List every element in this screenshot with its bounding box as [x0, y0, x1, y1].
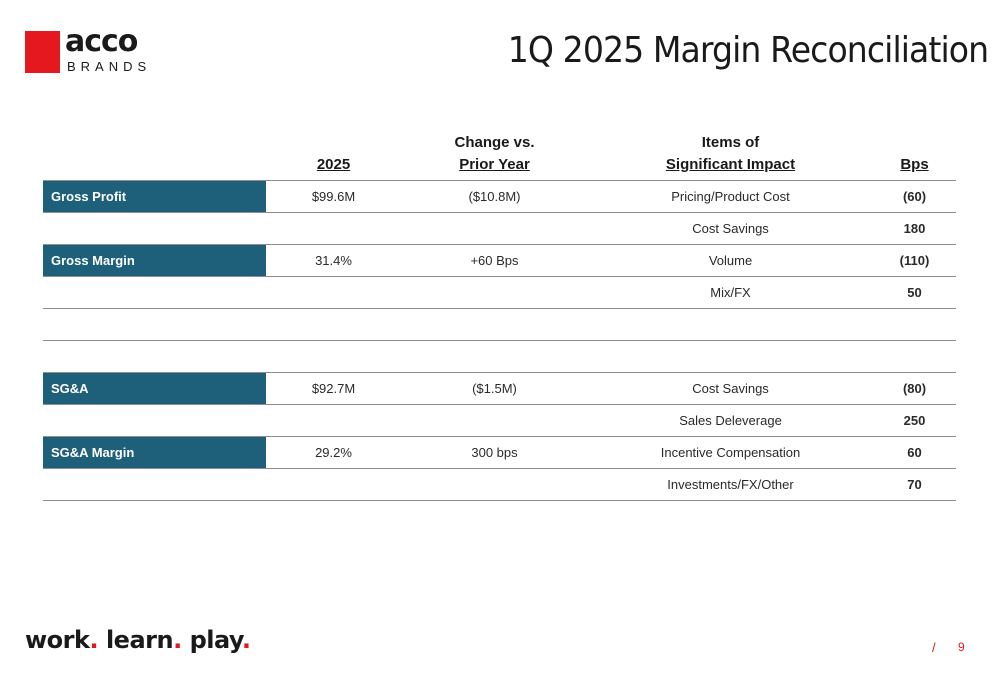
row-label	[43, 212, 266, 245]
cell-value	[266, 340, 401, 373]
cell-value: $99.6M	[266, 180, 401, 213]
header-change-vs-prior-year: Change vs. Prior Year	[454, 134, 535, 173]
tagline-dot: .	[173, 626, 182, 654]
row-label-sga: SG&A	[43, 372, 266, 405]
footer-tagline: work. learn. play.	[25, 626, 251, 654]
row-label	[43, 276, 266, 309]
tagline-word: play	[189, 626, 243, 654]
cell-bps: (80)	[873, 372, 956, 405]
row-label-gross-profit: Gross Profit	[43, 180, 266, 213]
cell-change: +60 Bps	[401, 244, 588, 277]
cell-item	[588, 340, 873, 373]
table-row: SG&A Margin 29.2% 300 bps Incentive Comp…	[43, 436, 956, 469]
table-row: Cost Savings 180	[43, 212, 956, 245]
table-row: Gross Margin 31.4% +60 Bps Volume (110)	[43, 244, 956, 277]
tagline-word: learn	[105, 626, 174, 654]
row-label	[43, 340, 266, 373]
cell-bps: 70	[873, 468, 956, 501]
row-label	[43, 308, 266, 341]
cell-bps: 250	[873, 404, 956, 437]
cell-item: Investments/FX/Other	[588, 468, 873, 501]
cell-bps: (60)	[873, 180, 956, 213]
cell-value	[266, 404, 401, 437]
page-number: 9	[958, 640, 965, 654]
cell-change: ($10.8M)	[401, 180, 588, 213]
row-label	[43, 468, 266, 501]
logo-brand-text: acco	[65, 24, 138, 59]
cell-bps	[873, 340, 956, 373]
cell-item: Cost Savings	[588, 372, 873, 405]
page-title: 1Q 2025 Margin Reconciliation	[507, 30, 989, 71]
cell-change	[401, 212, 588, 245]
cell-item	[588, 308, 873, 341]
row-label-gross-margin: Gross Margin	[43, 244, 266, 277]
acco-brands-logo: acco BRANDS	[25, 24, 155, 75]
cell-change: 300 bps	[401, 436, 588, 469]
cell-change	[401, 340, 588, 373]
table-row: SG&A $92.7M ($1.5M) Cost Savings (80)	[43, 372, 956, 405]
cell-item: Sales Deleverage	[588, 404, 873, 437]
cell-bps: 180	[873, 212, 956, 245]
header-items-of-significant-impact: Items of Significant Impact	[665, 134, 796, 173]
cell-item: Cost Savings	[588, 212, 873, 245]
cell-change	[401, 308, 588, 341]
cell-change	[401, 404, 588, 437]
table-row: Investments/FX/Other 70	[43, 468, 956, 501]
table-row: Gross Profit $99.6M ($10.8M) Pricing/Pro…	[43, 180, 956, 213]
logo-red-square	[25, 31, 60, 73]
cell-bps	[873, 308, 956, 341]
table-row: Mix/FX 50	[43, 276, 956, 309]
logo-sub-text: BRANDS	[67, 59, 152, 74]
cell-bps: (110)	[873, 244, 956, 277]
table-header-row: 2025 Change vs. Prior Year Items of Sign…	[43, 132, 956, 181]
tagline-word: work	[25, 626, 90, 654]
cell-change	[401, 276, 588, 309]
tagline-dot: .	[89, 626, 99, 654]
cell-value: 31.4%	[266, 244, 401, 277]
cell-bps: 50	[873, 276, 956, 309]
cell-bps: 60	[873, 436, 956, 469]
cell-item: Pricing/Product Cost	[588, 180, 873, 213]
row-label	[43, 404, 266, 437]
header-2025: 2025	[316, 156, 351, 173]
cell-value	[266, 276, 401, 309]
cell-value	[266, 468, 401, 501]
table-row-empty	[43, 308, 956, 341]
table-row: Sales Deleverage 250	[43, 404, 956, 437]
cell-value: 29.2%	[266, 436, 401, 469]
row-label-sga-margin: SG&A Margin	[43, 436, 266, 469]
cell-value	[266, 308, 401, 341]
cell-item: Mix/FX	[588, 276, 873, 309]
page-number-separator: /	[932, 640, 936, 655]
table-row-empty	[43, 340, 956, 373]
cell-value	[266, 212, 401, 245]
header-bps: Bps	[900, 156, 929, 173]
cell-item: Volume	[588, 244, 873, 277]
cell-value: $92.7M	[266, 372, 401, 405]
header-label	[43, 132, 266, 181]
cell-change	[401, 468, 588, 501]
cell-item: Incentive Compensation	[588, 436, 873, 469]
cell-change: ($1.5M)	[401, 372, 588, 405]
tagline-dot: .	[241, 626, 251, 654]
margin-reconciliation-table: 2025 Change vs. Prior Year Items of Sign…	[43, 132, 956, 501]
